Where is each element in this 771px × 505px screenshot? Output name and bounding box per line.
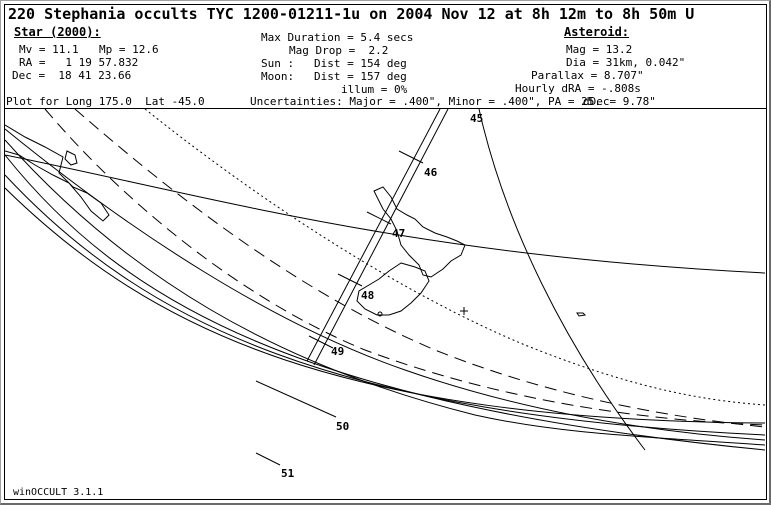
- tasmania-outline: [64, 150, 78, 166]
- occultation-map: 45 46 47 48 49 50 51: [5, 108, 766, 480]
- asteroid-parallax: Parallax = 8.707": [531, 69, 644, 82]
- star-heading: Star (2000):: [14, 25, 101, 39]
- app-version: winOCCULT 3.1.1: [13, 487, 104, 498]
- centre-line-a: [306, 108, 441, 362]
- plot-area: 220 Stephania occults TYC 1200-01211-1u …: [4, 4, 767, 500]
- sun-altitude-curve: [478, 108, 646, 451]
- chatham-islands: [576, 312, 587, 317]
- mag-drop: Mag Drop = 2.2: [289, 44, 389, 57]
- earth-limb-inner: [5, 174, 766, 436]
- tick-mark-51: [255, 452, 281, 466]
- time-tick-47: 47: [392, 227, 405, 240]
- asteroid-dia: Dia = 31km, 0.042": [566, 56, 686, 69]
- tick-mark-47: [366, 211, 392, 225]
- time-tick-50: 50: [336, 420, 349, 433]
- north-island-outline: [373, 186, 466, 278]
- sun-distance: Sun : Dist = 154 deg: [261, 57, 407, 70]
- path-limit-north: [5, 128, 766, 441]
- plot-location: Plot for Long 175.0 Lat -45.0: [6, 95, 205, 108]
- earth-limb-4: [5, 139, 766, 446]
- time-tick-48: 48: [361, 289, 374, 302]
- south-island-outline: [356, 262, 430, 316]
- uncertainties: Uncertainties: Major = .400", Minor = .4…: [250, 95, 601, 108]
- earth-limb-3: [5, 187, 766, 424]
- time-tick-46: 46: [424, 166, 438, 179]
- moon-distance: Moon: Dist = 157 deg: [261, 70, 407, 83]
- australia-coast: [5, 124, 110, 222]
- asteroid-ddec: dDec= 9.78": [583, 95, 656, 108]
- max-duration: Max Duration = 5.4 secs: [261, 31, 414, 44]
- path-limit-south: [44, 108, 766, 426]
- star-ra: RA = 1 19 57.832: [19, 56, 139, 69]
- star-mv: Mv = 11.1: [19, 43, 79, 56]
- star-mp: Mp = 12.6: [99, 43, 159, 56]
- asteroid-hourly-dra: Hourly dRA = -.808s: [515, 82, 641, 95]
- tick-mark-49: [308, 335, 334, 349]
- header-divider: [5, 108, 766, 109]
- tick-mark-48: [337, 273, 363, 287]
- sigma-limit: [74, 108, 766, 428]
- stewart-island: [377, 311, 383, 317]
- path-outer-dotted: [144, 108, 766, 406]
- ground-track: [5, 154, 766, 274]
- tick-mark-46: [398, 150, 424, 164]
- tick-mark-50: [255, 380, 337, 418]
- star-dec: Dec = 18 41 23.66: [12, 69, 132, 82]
- time-tick-45: 45: [470, 112, 483, 125]
- time-tick-51: 51: [281, 467, 295, 480]
- time-tick-49: 49: [331, 345, 344, 358]
- moon-illum: illum = 0%: [341, 83, 408, 96]
- asteroid-mag: Mag = 13.2: [566, 43, 633, 56]
- earth-limb-outer: [5, 154, 766, 451]
- asteroid-heading: Asteroid:: [564, 25, 630, 39]
- page-title: 220 Stephania occults TYC 1200-01211-1u …: [8, 5, 695, 23]
- centre-line-b: [313, 108, 449, 366]
